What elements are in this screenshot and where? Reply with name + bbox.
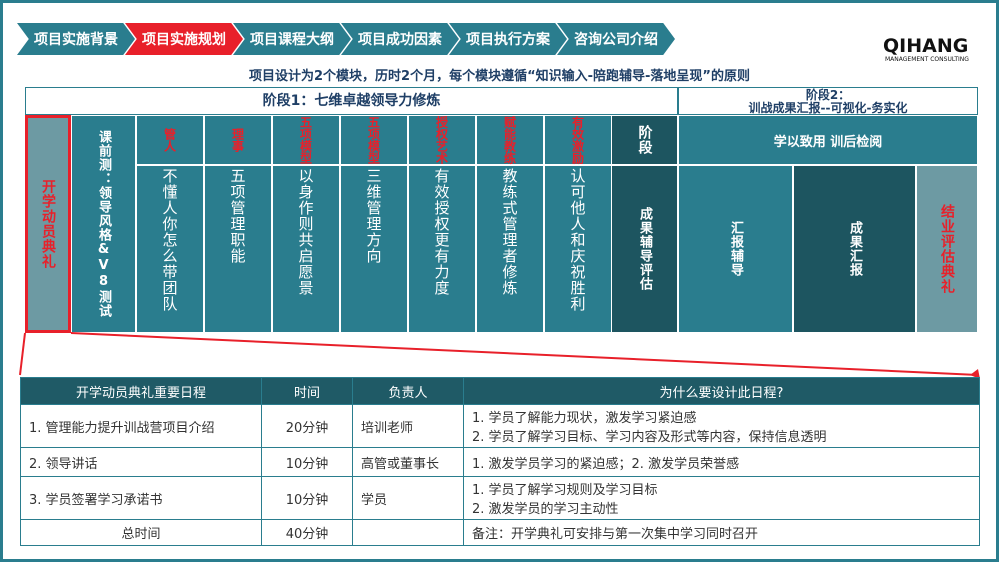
logo-tagline: MANAGEMENT CONSULTING [885, 56, 969, 63]
owner-cell: 培训老师 [352, 404, 464, 448]
reason: 1. 激发学员学习的紧迫感；2. 激发学员荣誉感 [472, 456, 740, 472]
module-body-cell: 有效授权更有力度 [408, 165, 476, 333]
nav-tab[interactable]: 项目课程大纲 [233, 23, 351, 55]
table-row: 2. 领导讲话 10分钟 高管或董事长 1. 激发学员学习的紧迫感；2. 激发学员荣誉… [20, 447, 980, 477]
nav-tab[interactable]: 项目实施规划 [125, 23, 243, 55]
module-tag-cell: 有效激励 [544, 115, 612, 165]
module-body: 三维管理方向 [364, 168, 383, 264]
closing-cell: 结业评估典礼 [916, 165, 978, 333]
module-tag-cell: 授权艺术 [408, 115, 476, 165]
module-body: 认可他人和庆祝胜利 [568, 168, 587, 312]
reason-cell: 1. 学员了解能力现状，激发学习紧迫感 2. 学员了解学习目标、学习内容及形式等内… [463, 404, 980, 448]
opening-label: 开学动员典礼 [40, 179, 56, 269]
time-cell: 20分钟 [261, 404, 353, 448]
module-body-cell: 三维管理方向 [340, 165, 408, 333]
module-tag: 有效激励 [570, 116, 585, 164]
module-tag: 管人 [162, 128, 177, 152]
nav-tab[interactable]: 项目成功因素 [341, 23, 459, 55]
module-tag-cell: 五项模型 [272, 115, 340, 165]
pretest-label: 课前测：领导风格&V8测试 [96, 130, 111, 318]
report-cell: 成果汇报 [793, 165, 916, 333]
table-row: 3. 学员签署学习承诺书 10分钟 学员 1. 学员了解学习规则及学习目标 2. 激发学… [20, 476, 980, 520]
module-tag-cell: 理事 [204, 115, 272, 165]
module-tag-cell: 五项模型 [340, 115, 408, 165]
reason: 1. 学员了解学习规则及学习目标 [472, 483, 658, 498]
empty-cell [352, 519, 464, 546]
module-tag-cell: 赋能教练 [476, 115, 544, 165]
closing: 结业评估典礼 [939, 204, 955, 294]
total-row: 总时间 40分钟 备注：开学典礼可安排与第一次集中学习同时召开 [20, 519, 980, 546]
phase2-group: 学以致用 训后检阅 [678, 115, 978, 165]
module-body: 有效授权更有力度 [432, 168, 451, 296]
report: 成果汇报 [847, 221, 862, 277]
callout-line [70, 332, 979, 376]
phase2-title: 阶段2： [805, 88, 851, 102]
module-tag: 理事 [230, 128, 245, 152]
table-body: 1. 管理能力提升训战营项目介绍 20分钟 培训老师 1. 学员了解能力现状，激发学习… [20, 404, 980, 546]
total-note: 备注：开学典礼可安排与第一次集中学习同时召开 [463, 519, 980, 546]
total-time: 40分钟 [261, 519, 353, 546]
module-body-cell: 五项管理职能 [204, 165, 272, 333]
callout-arrow [970, 369, 980, 379]
reason-cell: 1. 学员了解学习规则及学习目标 2. 激发学员的学习主动性 [463, 476, 980, 520]
header-row: 开学动员典礼重要日程 时间 负责人 为什么要设计此日程? [20, 377, 980, 405]
reason-cell: 1. 激发学员学习的紧迫感；2. 激发学员荣誉感 [463, 447, 980, 477]
header-cell: 负责人 [352, 377, 464, 405]
time-cell: 10分钟 [261, 476, 353, 520]
reason: 1. 学员了解能力现状，激发学习紧迫感 [472, 411, 697, 426]
module-tag: 赋能教练 [502, 116, 517, 164]
pretest-column: 课前测：领导风格&V8测试 [71, 115, 136, 333]
owner-cell: 学员 [352, 476, 464, 520]
table-row: 1. 管理能力提升训战营项目介绍 20分钟 培训老师 1. 学员了解能力现状，激发学习… [20, 404, 980, 448]
reason: 2. 学员了解学习目标、学习内容及形式等内容，保持信息透明 [472, 430, 827, 445]
report-coaching-cell: 汇报辅导 [678, 165, 793, 333]
module-body-cell: 不懂人你怎么带团队 [136, 165, 204, 333]
callout-line [19, 332, 26, 376]
nav-tab[interactable]: 咨询公司介绍 [557, 23, 675, 55]
module-tag: 授权艺术 [434, 116, 449, 164]
callout-lines [19, 332, 980, 379]
item-cell: 1. 管理能力提升训战营项目介绍 [20, 404, 262, 448]
logo: QIHANG [883, 35, 969, 57]
report-coaching: 汇报辅导 [728, 221, 743, 277]
reason: 2. 激发学员的学习主动性 [472, 502, 619, 517]
opening-column: 开学动员典礼 [25, 115, 71, 333]
owner-cell: 高管或董事长 [352, 447, 464, 477]
phase2-header: 阶段2： 训战成果汇报--可视化-务实化 [678, 87, 978, 115]
time-cell: 10分钟 [261, 447, 353, 477]
module-tag: 五项模型 [298, 116, 313, 164]
module-body: 教练式管理者修炼 [500, 168, 519, 296]
nav-tab[interactable]: 项目实施背景 [17, 23, 135, 55]
header-cell: 开学动员典礼重要日程 [20, 377, 262, 405]
subtitle: 项目设计为2个模块，历时2个月，每个模块遵循“知识输入-陪跑辅导-落地呈现”的原… [249, 69, 750, 84]
total-label: 总时间 [20, 519, 262, 546]
stage-tag: 阶段 [636, 125, 653, 155]
module-tag-cell: 管人 [136, 115, 204, 165]
module-body-cell: 教练式管理者修炼 [476, 165, 544, 333]
item-cell: 2. 领导讲话 [20, 447, 262, 477]
item-cell: 3. 学员签署学习承诺书 [20, 476, 262, 520]
phase1-header: 阶段1：七维卓越领导力修炼 [25, 87, 678, 115]
nav-tab[interactable]: 项目执行方案 [449, 23, 567, 55]
module-body: 不懂人你怎么带团队 [160, 168, 179, 312]
phase2-subtitle: 训战成果汇报--可视化-务实化 [748, 101, 908, 115]
stage-body: 成果辅导评估 [637, 207, 652, 291]
schedule-table: 开学动员典礼重要日程 时间 负责人 为什么要设计此日程? 1. 管理能力提升训战营项目… [20, 377, 980, 546]
module-body-cell: 以身作则共启愿景 [272, 165, 340, 333]
header-cell: 为什么要设计此日程? [463, 377, 980, 405]
module-body: 以身作则共启愿景 [296, 168, 315, 296]
module-body: 五项管理职能 [228, 168, 247, 264]
module-body-cell: 认可他人和庆祝胜利 [544, 165, 612, 333]
module-tag: 五项模型 [366, 116, 381, 164]
header-cell: 时间 [261, 377, 353, 405]
